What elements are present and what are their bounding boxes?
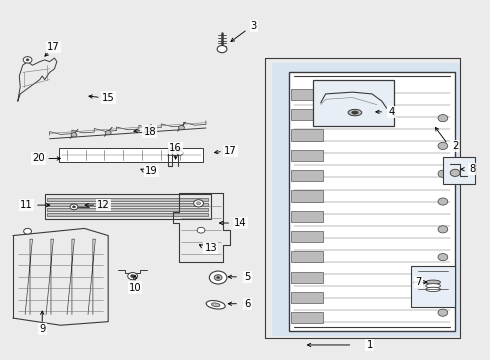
- Circle shape: [438, 309, 448, 316]
- Bar: [292, 231, 323, 242]
- Circle shape: [145, 128, 150, 132]
- Bar: [292, 312, 323, 323]
- Bar: [47, 198, 208, 201]
- Bar: [443, 157, 475, 184]
- Circle shape: [438, 114, 448, 122]
- Text: 16: 16: [169, 143, 182, 153]
- Circle shape: [178, 126, 184, 130]
- Circle shape: [217, 276, 220, 279]
- Text: 7: 7: [415, 277, 421, 287]
- Bar: [292, 251, 323, 262]
- Text: 11: 11: [20, 200, 32, 210]
- Ellipse shape: [426, 280, 441, 284]
- Circle shape: [23, 57, 32, 63]
- Bar: [411, 266, 455, 307]
- Text: 17: 17: [47, 42, 60, 52]
- Circle shape: [105, 131, 111, 135]
- Text: 9: 9: [39, 324, 46, 334]
- Bar: [47, 203, 208, 206]
- Circle shape: [438, 253, 448, 261]
- Bar: [59, 148, 203, 162]
- Bar: [292, 150, 323, 161]
- Text: 13: 13: [204, 243, 217, 253]
- Circle shape: [131, 275, 135, 278]
- Bar: [47, 208, 208, 211]
- Bar: [292, 292, 323, 303]
- Text: 4: 4: [389, 107, 395, 117]
- Ellipse shape: [426, 284, 441, 288]
- Ellipse shape: [348, 109, 362, 116]
- Circle shape: [209, 271, 227, 284]
- Bar: [292, 272, 323, 283]
- Circle shape: [438, 142, 448, 149]
- Bar: [292, 89, 323, 100]
- Ellipse shape: [426, 287, 441, 292]
- Circle shape: [73, 206, 75, 208]
- Circle shape: [196, 202, 200, 205]
- Bar: [45, 194, 211, 220]
- Ellipse shape: [352, 111, 358, 114]
- Circle shape: [24, 228, 31, 234]
- Circle shape: [438, 226, 448, 233]
- Bar: [289, 72, 455, 330]
- Ellipse shape: [206, 301, 225, 309]
- Text: 17: 17: [224, 146, 237, 156]
- Circle shape: [197, 227, 205, 233]
- Circle shape: [194, 200, 203, 207]
- Text: 12: 12: [97, 200, 110, 210]
- Bar: [292, 129, 323, 140]
- Text: 14: 14: [234, 218, 246, 228]
- Circle shape: [177, 151, 183, 155]
- Circle shape: [438, 198, 448, 205]
- Text: 3: 3: [251, 21, 257, 31]
- Text: 18: 18: [144, 127, 156, 136]
- Bar: [47, 213, 208, 216]
- Circle shape: [70, 204, 78, 210]
- Bar: [292, 190, 323, 202]
- Bar: [292, 170, 323, 181]
- Text: 8: 8: [469, 164, 475, 174]
- Text: 1: 1: [367, 340, 373, 350]
- Ellipse shape: [211, 303, 220, 307]
- Bar: [292, 109, 323, 120]
- Text: 10: 10: [129, 283, 142, 293]
- Circle shape: [71, 133, 77, 137]
- Bar: [272, 63, 460, 336]
- Circle shape: [217, 45, 227, 53]
- Bar: [292, 211, 323, 222]
- Circle shape: [450, 169, 460, 176]
- Text: 2: 2: [452, 141, 458, 151]
- Text: 19: 19: [145, 166, 158, 176]
- Text: 5: 5: [244, 272, 250, 282]
- Circle shape: [438, 170, 448, 177]
- Text: 6: 6: [244, 299, 250, 309]
- Text: 20: 20: [32, 153, 45, 163]
- Circle shape: [128, 273, 138, 280]
- Text: 15: 15: [102, 93, 115, 103]
- Circle shape: [214, 275, 222, 280]
- Bar: [314, 80, 394, 126]
- Circle shape: [438, 281, 448, 288]
- Circle shape: [26, 59, 29, 61]
